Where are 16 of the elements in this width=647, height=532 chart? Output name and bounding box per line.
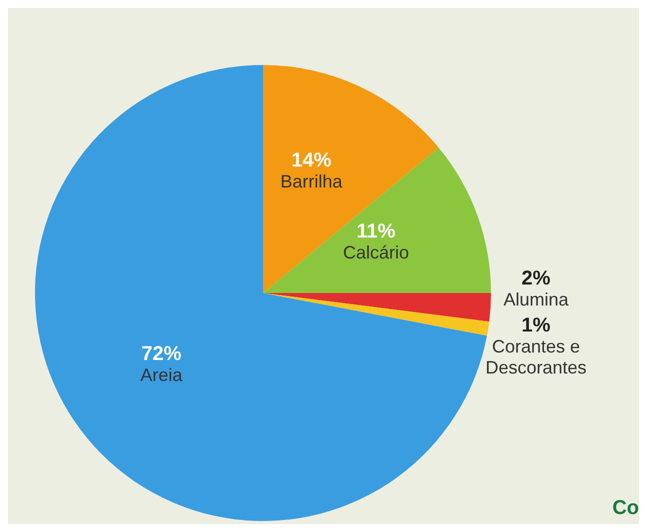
- slice-label: Barrilha: [280, 172, 344, 192]
- pie-slice: [263, 65, 439, 293]
- slice-label: Alumina: [503, 289, 570, 310]
- data-label: 2%: [522, 267, 551, 290]
- text: Co: [612, 497, 639, 520]
- data-label: 11%: [356, 220, 396, 243]
- slice-label: Calcário: [342, 242, 409, 263]
- data-label: 72%: [141, 342, 182, 365]
- pie-slice: [35, 65, 487, 521]
- pie-slice: [263, 293, 491, 322]
- slice-label: Corantes e Descorantes: [485, 336, 587, 378]
- data-label: 14%: [291, 150, 332, 172]
- slice-label: Areia: [140, 364, 184, 385]
- data-label: 1%: [522, 314, 551, 337]
- pie-slice: [263, 148, 491, 293]
- pie-slice: [263, 293, 490, 336]
